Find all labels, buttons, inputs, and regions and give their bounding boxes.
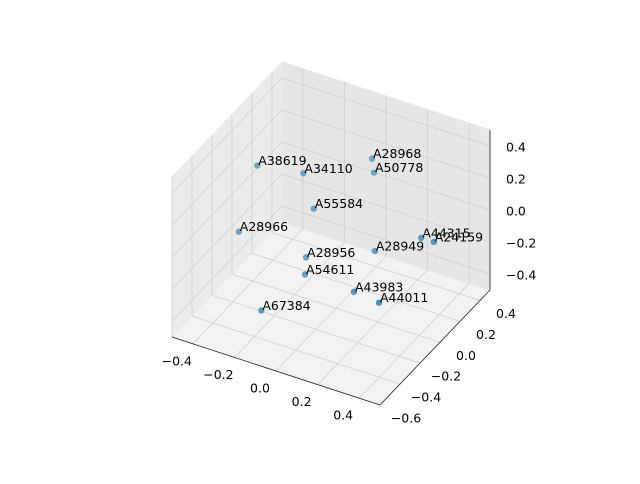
y-tick-label: −0.4 bbox=[411, 390, 441, 405]
point-label: A34110 bbox=[304, 161, 352, 176]
grid-line bbox=[171, 205, 283, 322]
point bbox=[254, 162, 261, 169]
y-axis-line bbox=[379, 289, 491, 406]
point-label: A24159 bbox=[435, 229, 483, 244]
y-tick-label: 0.0 bbox=[456, 348, 476, 363]
grid-line bbox=[231, 273, 441, 343]
grid-line bbox=[192, 228, 304, 345]
point-label: A50778 bbox=[375, 160, 423, 175]
z-tick-label: 0.0 bbox=[506, 204, 526, 219]
grid-line bbox=[171, 77, 283, 194]
x-tick-label: 0.2 bbox=[292, 394, 312, 409]
grid-line bbox=[358, 282, 470, 399]
y-tick-label: −0.6 bbox=[391, 411, 421, 426]
point bbox=[418, 234, 425, 242]
grid-line bbox=[281, 205, 491, 275]
point bbox=[430, 238, 437, 246]
x-axis-line bbox=[171, 336, 381, 406]
point bbox=[368, 155, 376, 162]
grid-line bbox=[271, 232, 481, 301]
grid-line bbox=[211, 294, 421, 364]
point-label: A43983 bbox=[355, 279, 403, 294]
grid-line bbox=[234, 242, 345, 358]
grid-line bbox=[171, 109, 283, 226]
grid-line bbox=[171, 173, 283, 290]
point-label: A38619 bbox=[258, 153, 306, 168]
point bbox=[301, 271, 309, 278]
point-label: A28956 bbox=[307, 245, 355, 260]
x-tick-label: −0.2 bbox=[203, 367, 233, 382]
point-label: A28968 bbox=[373, 146, 421, 161]
z-tick-label: −0.2 bbox=[506, 236, 536, 251]
grid-line bbox=[251, 252, 461, 322]
grid-line bbox=[281, 173, 491, 243]
grid-line bbox=[171, 141, 283, 258]
point-label: A55584 bbox=[315, 196, 363, 211]
grid-line bbox=[281, 77, 491, 147]
point-label: A44315 bbox=[422, 225, 470, 240]
grid-line bbox=[281, 141, 491, 211]
point-label: A67384 bbox=[262, 298, 310, 313]
z-tick-label: 0.4 bbox=[506, 140, 526, 155]
point bbox=[310, 205, 317, 212]
z-tick-label: 0.2 bbox=[506, 172, 526, 187]
point bbox=[235, 228, 242, 235]
point-label: A54611 bbox=[306, 262, 354, 277]
y-tick-label: 0.4 bbox=[496, 306, 516, 321]
x-tick-label: −0.4 bbox=[162, 353, 192, 368]
grid-line bbox=[275, 255, 387, 372]
z-tick-label: −0.4 bbox=[506, 268, 536, 283]
point bbox=[350, 288, 358, 295]
grid-line bbox=[191, 315, 401, 385]
point bbox=[302, 254, 310, 261]
point bbox=[371, 247, 379, 255]
point bbox=[300, 170, 307, 177]
point-label: A28949 bbox=[376, 239, 424, 254]
point bbox=[375, 299, 383, 306]
y-tick-label: −0.2 bbox=[431, 369, 461, 384]
point-label: A44011 bbox=[380, 290, 428, 305]
x-tick-label: 0.4 bbox=[333, 408, 353, 423]
grid-line bbox=[317, 269, 428, 385]
x-tick-label: 0.0 bbox=[250, 381, 270, 396]
grid-line bbox=[281, 109, 491, 179]
point bbox=[258, 307, 265, 314]
y-tick-label: 0.2 bbox=[476, 327, 496, 342]
point bbox=[370, 169, 378, 176]
point-label: A28966 bbox=[240, 219, 288, 234]
